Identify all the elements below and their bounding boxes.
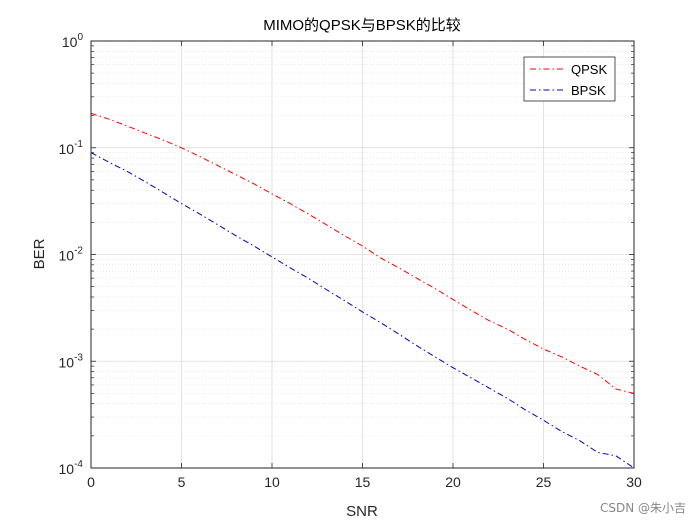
y-tick-base: 10 [59,248,75,264]
legend-label-qpsk: QPSK [571,62,607,77]
series-line-bpsk [90,152,635,469]
y-tick-label: 10-4 [59,459,84,477]
y-tick-exponent: -1 [74,139,83,150]
x-tick-label: 10 [264,474,280,490]
x-tick-label: 25 [536,474,552,490]
chart-title: MIMO的QPSK与BPSK的比较 [263,16,461,34]
y-tick-base: 10 [59,461,75,477]
y-tick-base: 10 [59,354,75,370]
y-tick-exponent: -4 [74,459,83,470]
series-layer [90,112,635,469]
x-tick-label: 5 [178,474,186,490]
x-tick-label: 0 [87,474,95,490]
watermark: CSDN @朱小吉 [599,501,686,515]
x-axis-label: SNR [346,503,378,520]
x-tick-label: 20 [445,474,461,490]
y-axis-label: BER [31,238,48,269]
series-line-qpsk [90,112,635,394]
x-tick-labels: 0 5 10 15 20 25 30 [87,474,642,490]
y-tick-label: 10-2 [59,246,84,264]
legend: QPSK BPSK [523,56,616,102]
y-tick-exponent: -3 [74,352,83,363]
y-tick-label: 10-1 [59,139,84,157]
y-tick-exponent: -2 [74,246,83,257]
legend-box [523,56,616,102]
ticks [90,40,635,469]
legend-label-bpsk: BPSK [571,83,606,98]
x-tick-label: 30 [626,474,642,490]
y-tick-label: 10-3 [59,352,84,370]
y-tick-label: 100 [62,32,84,50]
x-tick-label: 15 [355,474,371,490]
y-tick-base: 10 [62,34,78,50]
y-tick-exponent: 0 [77,32,83,43]
y-tick-base: 10 [59,141,75,157]
